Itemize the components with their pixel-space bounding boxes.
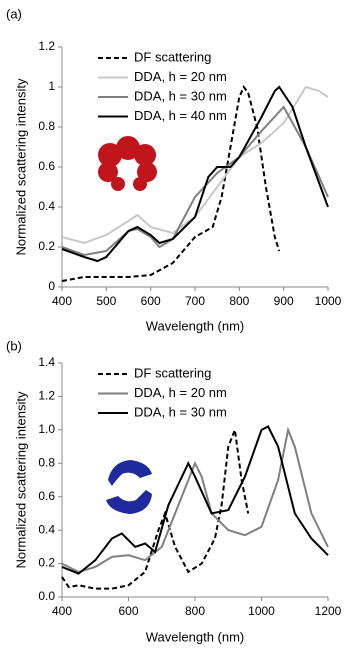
x-tick-label: 1000 [248, 604, 275, 618]
legend-label: DDA, h = 20 nm [134, 69, 227, 84]
y-tick-label: 0.4 [38, 522, 55, 536]
y-tick-label: 0.2 [38, 239, 55, 253]
y-tick-label: 0.2 [38, 556, 55, 570]
y-tick-label: 1.4 [38, 355, 55, 369]
legend-label: DDA, h = 20 nm [134, 385, 227, 400]
y-tick-label: 0.6 [38, 159, 55, 173]
y-tick-label: 0 [48, 279, 55, 293]
y-tick-label: 0.6 [38, 489, 55, 503]
particle-icon-b [106, 460, 152, 514]
y-tick-label: 1.2 [38, 39, 55, 53]
x-tick-label: 1000 [315, 294, 342, 308]
particle-icon-a [98, 136, 157, 191]
x-tick-label: 600 [118, 604, 138, 618]
panel-label: (a) [6, 6, 22, 21]
figure: (a) 0 0.2 0.4 0.6 0.8 1 1.2 400 500 600 700 800 900 10… [0, 0, 345, 649]
x-tick-label: 800 [185, 604, 205, 618]
y-tick-label: 0.8 [38, 455, 55, 469]
y-tick-label: 1.0 [38, 422, 55, 436]
y-axis-title: Normalized scattering intensity [13, 391, 28, 569]
legend-label: DF scattering [134, 365, 211, 380]
legend-label: DDA, h = 40 nm [134, 108, 227, 123]
y-tick-label: 0.4 [38, 199, 55, 213]
series-line [62, 427, 328, 574]
x-tick-label: 500 [96, 294, 116, 308]
y-tick-label: 1.2 [38, 389, 55, 403]
x-tick-label: 400 [52, 604, 72, 618]
x-tick-label: 900 [274, 294, 294, 308]
x-tick-label: 700 [185, 294, 205, 308]
y-tick-label: 0.8 [38, 119, 55, 133]
legend-label: DDA, h = 30 nm [134, 404, 227, 419]
x-axis-title: Wavelength (nm) [146, 318, 245, 333]
series-line [62, 107, 328, 255]
y-axis-title: Normalized scattering intensity [13, 78, 28, 256]
x-tick-label: 400 [52, 294, 72, 308]
y-tick-label: 0.0 [38, 589, 55, 603]
panel-label: (b) [6, 338, 22, 353]
x-tick-label: 800 [229, 294, 249, 308]
legend-label: DF scattering [134, 49, 211, 64]
y-tick-label: 1 [48, 79, 55, 93]
x-axis-title: Wavelength (nm) [146, 629, 245, 644]
x-tick-label: 1200 [315, 604, 342, 618]
legend-label: DDA, h = 30 nm [134, 88, 227, 103]
x-tick-label: 600 [141, 294, 161, 308]
